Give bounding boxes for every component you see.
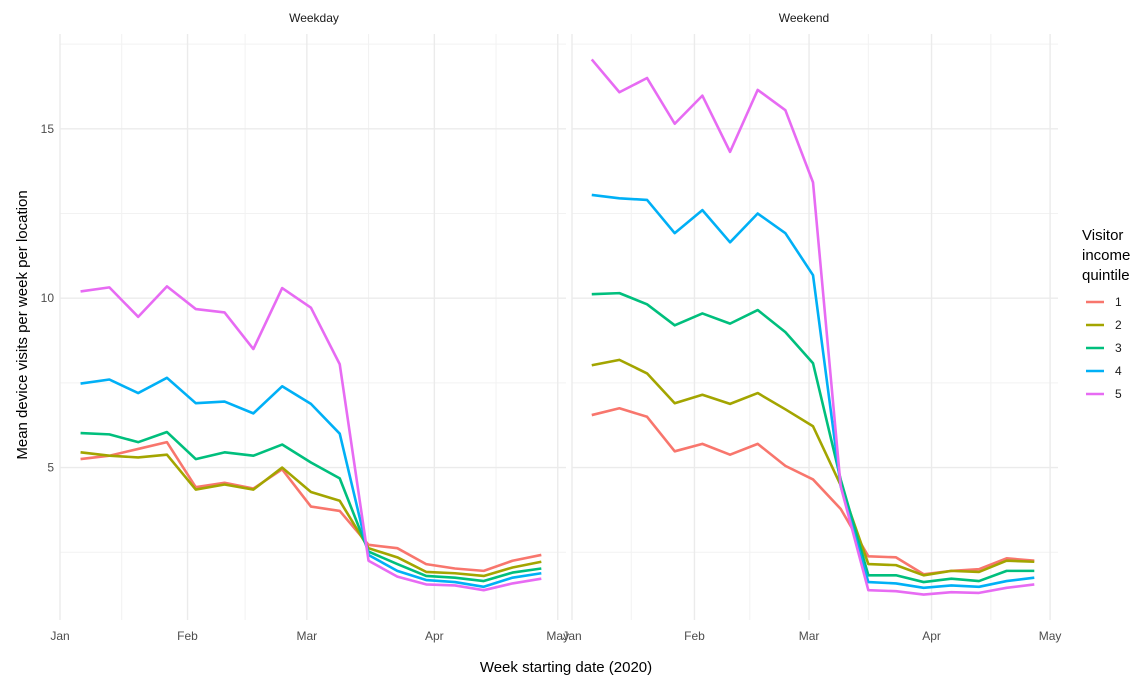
x-tick-label: May	[546, 629, 569, 643]
series-weekday	[80, 285, 542, 592]
grid-weekday	[59, 34, 566, 620]
x-tick-label: Feb	[177, 629, 198, 643]
panel-weekday: Weekday Jan Feb Mar Apr May	[50, 11, 569, 643]
legend: Visitor income quintile 1 2 3 4 5	[1082, 227, 1130, 401]
x-ticks-weekday: Jan Feb Mar Apr May	[50, 629, 569, 643]
x-tick-label: Jan	[562, 629, 581, 643]
series-line-quintile-3	[80, 430, 542, 583]
series-line-quintile-1	[80, 440, 542, 573]
strip-label-weekend: Weekend	[779, 11, 829, 25]
legend-label-quintile-2: 2	[1115, 318, 1122, 332]
y-ticks: 5 10 15	[41, 122, 55, 475]
x-tick-label: Apr	[922, 629, 941, 643]
x-tick-label: Mar	[296, 629, 317, 643]
legend-label-quintile-1: 1	[1115, 295, 1122, 309]
series-line-quintile-4	[591, 193, 1035, 590]
grid-weekend	[571, 34, 1058, 620]
legend-label-quintile-3: 3	[1115, 341, 1122, 355]
strip-label-weekday: Weekday	[289, 11, 339, 25]
x-tick-label: Feb	[684, 629, 705, 643]
series-line-quintile-3	[591, 291, 1035, 584]
legend-title-line-3: quintile	[1082, 267, 1130, 284]
x-tick-label: Mar	[799, 629, 820, 643]
y-axis-title-group: Mean device visits per week per location	[14, 190, 31, 459]
y-tick-label: 15	[41, 122, 55, 136]
series-line-quintile-5	[80, 285, 542, 592]
series-line-quintile-2	[80, 451, 542, 578]
x-tick-label: May	[1039, 629, 1062, 643]
x-tick-label: Apr	[425, 629, 444, 643]
x-ticks-weekend: Jan Feb Mar Apr May	[562, 629, 1061, 643]
y-tick-label: 5	[47, 461, 54, 475]
series-line-quintile-4	[80, 376, 542, 589]
legend-items: 1 2 3 4 5	[1086, 295, 1122, 401]
legend-label-quintile-5: 5	[1115, 387, 1122, 401]
x-tick-label: Jan	[50, 629, 69, 643]
series-line-quintile-1	[591, 406, 1035, 576]
legend-title-line-2: income	[1082, 247, 1130, 264]
legend-label-quintile-4: 4	[1115, 364, 1122, 378]
series-weekend	[590, 58, 1035, 596]
y-tick-label: 10	[41, 291, 55, 305]
series-line-quintile-2	[591, 358, 1035, 577]
panel-weekend: Weekend Jan Feb Mar Apr May	[562, 11, 1061, 643]
x-axis-title: Week starting date (2020)	[480, 659, 652, 676]
legend-title-line-1: Visitor	[1082, 227, 1123, 244]
y-axis-title: Mean device visits per week per location	[14, 190, 31, 459]
series-line-quintile-5	[590, 58, 1035, 596]
